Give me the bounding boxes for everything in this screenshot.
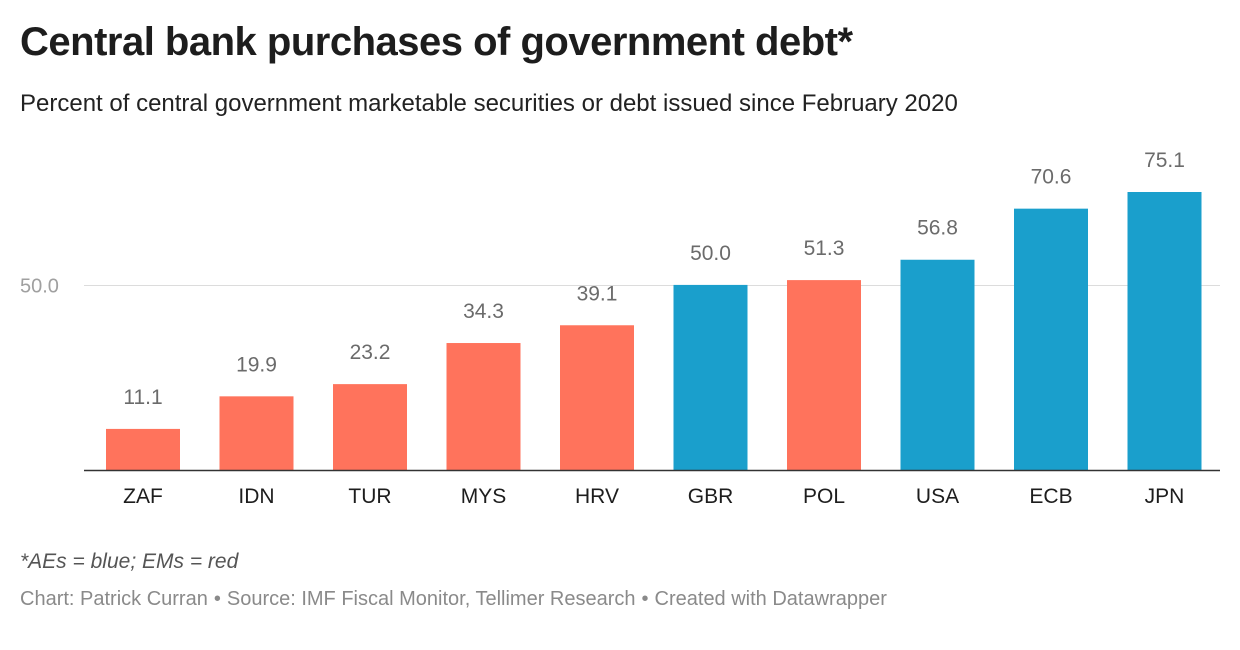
x-tick-label: HRV (575, 485, 619, 508)
bars (106, 192, 1202, 471)
chart-credit: Chart: Patrick Curran • Source: IMF Fiscal… (20, 588, 887, 611)
value-label: 34.3 (463, 300, 504, 323)
bar-tur (333, 384, 407, 470)
x-tick-label: JPN (1145, 485, 1185, 508)
credit-tool: Created with Datawrapper (654, 588, 887, 610)
bar-gbr (673, 284, 748, 470)
x-tick-label: POL (803, 485, 845, 508)
value-label: 51.3 (804, 237, 845, 260)
value-label: 75.1 (1144, 149, 1185, 172)
bar-hrv (560, 325, 634, 470)
y-tick-label: 50.0 (20, 276, 59, 298)
x-tick-label: USA (916, 485, 959, 508)
bar-zaf (106, 428, 180, 470)
bar-idn (219, 396, 294, 470)
x-tick-label: ZAF (123, 485, 163, 508)
chart-title: Central bank purchases of government deb… (20, 20, 853, 64)
value-label: 11.1 (123, 386, 162, 409)
bar-mys (446, 343, 521, 470)
value-label: 23.2 (350, 341, 391, 364)
credit-separator: • (641, 588, 649, 610)
value-labels: 11.1 19.9 23.2 34.3 39.1 50.0 51.3 56.8 70.6 75.1 (123, 149, 1185, 409)
x-tick-label: IDN (238, 485, 274, 508)
value-label: 39.1 (577, 282, 618, 305)
value-label: 56.8 (917, 217, 958, 240)
x-tick-labels: ZAF IDN TUR MYS HRV GBR POL USA ECB JPN (123, 485, 1184, 508)
chart-subtitle: Percent of central government marketable… (20, 90, 958, 117)
value-label: 19.9 (236, 353, 277, 376)
credit-author: Chart: Patrick Curran (20, 588, 208, 610)
bar-ecb (1014, 208, 1088, 471)
x-tick-label: ECB (1029, 485, 1072, 508)
bar-usa (900, 259, 975, 470)
x-tick-label: TUR (348, 485, 391, 508)
value-label: 50.0 (690, 242, 731, 265)
value-label: 70.6 (1031, 166, 1072, 189)
x-tick-label: GBR (688, 485, 734, 508)
bar-pol (787, 280, 861, 470)
credit-separator: • (213, 588, 221, 610)
bar-jpn (1127, 192, 1202, 470)
chart-note: *AEs = blue; EMs = red (20, 550, 239, 573)
x-tick-label: MYS (461, 485, 507, 508)
credit-source: Source: IMF Fiscal Monitor, Tellimer Res… (226, 588, 636, 610)
